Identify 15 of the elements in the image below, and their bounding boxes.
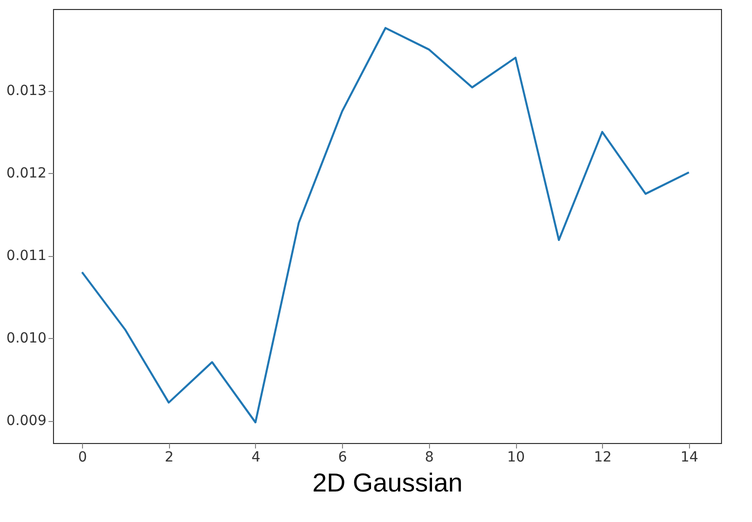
x-tick-label: 6 [338,450,348,466]
x-tick-label: 2 [164,450,174,466]
x-tick-label: 4 [251,450,260,466]
x-tick-label: 0 [78,450,88,466]
x-tick-label: 8 [424,450,434,466]
y-tick-label: 0.011 [6,248,46,264]
x-tick-label: 12 [594,450,612,466]
y-tick-label: 0.009 [6,413,46,430]
x-tick-label: 14 [680,450,698,466]
x-tick-label: 10 [507,450,525,466]
line-series [81,26,690,424]
y-tick-label: 0.010 [6,330,46,347]
x-axis-title: 2D Gaussian [312,468,463,498]
y-tick-label: 0.013 [6,83,46,100]
y-tick-label: 0.012 [6,166,46,182]
